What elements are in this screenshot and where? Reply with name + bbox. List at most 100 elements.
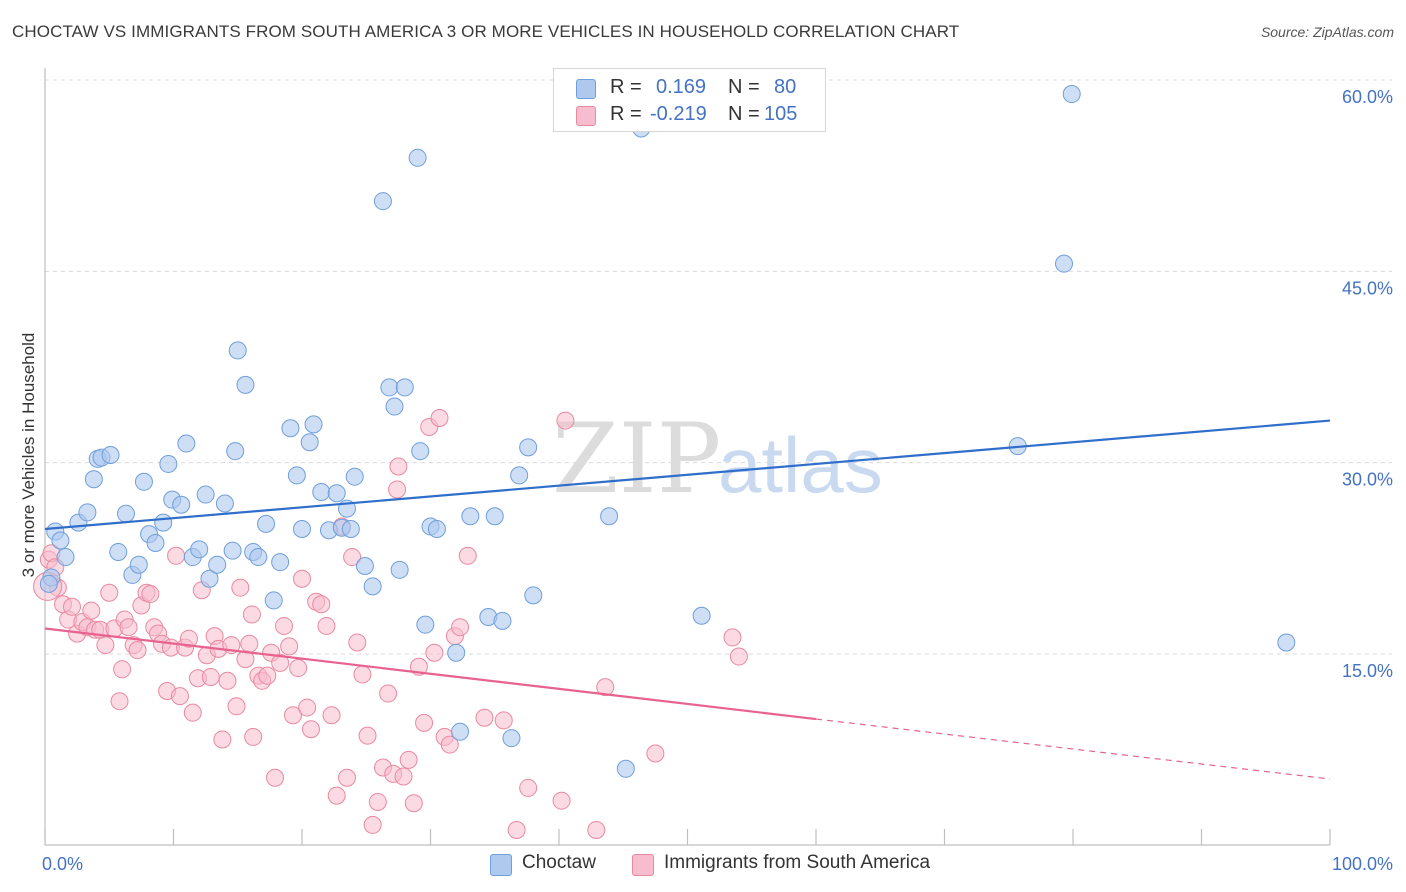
data-point-immigrants xyxy=(119,618,138,637)
data-point-immigrants xyxy=(298,698,317,717)
data-point-immigrants xyxy=(275,616,294,635)
data-point-immigrants xyxy=(141,585,160,604)
watermark: ZIP atlas xyxy=(552,403,883,515)
data-point-choctaw xyxy=(600,507,619,526)
series-choctaw-points xyxy=(39,85,1296,778)
chart-source: Source: ZipAtlas.com xyxy=(1260,24,1394,40)
data-point-immigrants xyxy=(596,678,615,697)
chart-title: CHOCTAW VS IMMIGRANTS FROM SOUTH AMERICA… xyxy=(12,22,960,41)
data-point-immigrants xyxy=(343,548,362,567)
legend-n-label: N = xyxy=(728,76,760,98)
tick-labels: 15.0% 30.0% 45.0% 60.0% 0.0% 100.0% xyxy=(42,87,1393,874)
legend-label-immigrants: Immigrants from South America xyxy=(664,852,931,873)
data-point-choctaw xyxy=(373,192,392,211)
data-point-choctaw xyxy=(312,483,331,502)
data-point-choctaw xyxy=(692,606,711,625)
data-point-choctaw xyxy=(461,507,480,526)
data-point-immigrants xyxy=(244,727,263,746)
data-point-choctaw xyxy=(355,556,374,575)
data-point-immigrants xyxy=(389,457,408,476)
legend-r-value: -0.219 xyxy=(650,103,707,125)
data-point-choctaw xyxy=(395,378,414,397)
data-point-immigrants xyxy=(425,643,444,662)
data-point-choctaw xyxy=(172,495,191,514)
data-point-choctaw xyxy=(78,503,97,522)
y-tick-label: 15.0% xyxy=(1342,661,1393,681)
data-point-choctaw xyxy=(502,729,521,748)
x-tick-label: 0.0% xyxy=(42,854,83,874)
data-point-immigrants xyxy=(271,653,290,672)
legend-swatch-immigrants xyxy=(576,106,596,126)
y-tick-label: 45.0% xyxy=(1342,278,1393,298)
y-axis-label: 3 or more Vehicles in Household xyxy=(19,333,38,578)
data-point-immigrants xyxy=(301,720,320,739)
data-point-immigrants xyxy=(353,665,372,684)
data-point-choctaw xyxy=(524,586,543,605)
data-point-immigrants xyxy=(284,706,303,725)
legend-label-choctaw: Choctaw xyxy=(522,852,596,873)
data-point-immigrants xyxy=(368,792,387,811)
data-point-choctaw xyxy=(380,378,399,397)
data-point-immigrants xyxy=(363,815,382,834)
data-point-choctaw xyxy=(451,722,470,741)
axes xyxy=(44,68,1331,846)
data-point-choctaw xyxy=(84,470,103,489)
data-point-immigrants xyxy=(231,578,250,597)
data-point-immigrants xyxy=(293,569,311,588)
data-point-immigrants xyxy=(183,703,202,722)
trend-line-immigrants-extrapolated xyxy=(815,718,1331,780)
series-immigrants-points xyxy=(33,409,748,840)
data-point-choctaw xyxy=(51,531,70,550)
data-point-immigrants xyxy=(258,666,277,685)
legend-n-value: 80 xyxy=(774,76,797,98)
data-point-choctaw xyxy=(447,643,466,662)
data-point-immigrants xyxy=(266,768,285,787)
data-point-choctaw xyxy=(281,419,300,438)
data-point-choctaw xyxy=(519,438,538,457)
data-point-choctaw xyxy=(264,591,283,610)
legend-swatch-immigrants xyxy=(632,854,654,876)
data-point-immigrants xyxy=(552,791,571,810)
data-point-immigrants xyxy=(399,750,418,769)
data-point-immigrants xyxy=(312,595,331,614)
data-point-immigrants xyxy=(62,597,81,616)
data-point-immigrants xyxy=(110,692,129,711)
data-point-choctaw xyxy=(146,534,165,553)
data-point-immigrants xyxy=(242,605,261,624)
data-point-immigrants xyxy=(394,767,413,786)
data-point-choctaw xyxy=(416,615,435,634)
legend-r-label: R = xyxy=(610,76,642,98)
data-point-immigrants xyxy=(451,618,470,637)
data-point-choctaw xyxy=(271,553,290,572)
data-point-choctaw xyxy=(159,454,178,473)
data-point-choctaw xyxy=(226,442,245,461)
data-point-immigrants xyxy=(358,726,377,745)
data-point-choctaw xyxy=(293,519,311,538)
data-point-immigrants xyxy=(388,480,407,499)
data-point-immigrants xyxy=(167,546,186,565)
data-point-immigrants xyxy=(587,821,606,840)
data-point-choctaw xyxy=(427,519,446,538)
data-point-choctaw xyxy=(134,472,153,491)
data-point-immigrants xyxy=(113,660,132,679)
legend-r-value: 0.169 xyxy=(656,76,707,98)
data-point-immigrants xyxy=(415,713,434,732)
data-point-choctaw xyxy=(101,446,120,465)
data-point-choctaw xyxy=(390,560,409,579)
data-point-immigrants xyxy=(507,821,526,840)
grid-lines xyxy=(45,79,1392,655)
y-tick-label: 30.0% xyxy=(1342,470,1393,490)
data-point-choctaw xyxy=(1277,633,1296,652)
data-point-choctaw xyxy=(39,574,58,593)
data-point-immigrants xyxy=(96,636,115,655)
legend-n-label: N = xyxy=(728,103,760,125)
legend-swatch-choctaw xyxy=(576,79,596,99)
data-point-immigrants xyxy=(280,637,299,656)
data-point-immigrants xyxy=(519,778,538,797)
data-point-choctaw xyxy=(257,514,276,533)
data-point-immigrants xyxy=(128,641,147,660)
stats-legend: R = 0.169 N = 80 R = -0.219 N = 105 xyxy=(553,68,826,132)
x-tick-label: 100.0% xyxy=(1332,854,1393,874)
data-point-immigrants xyxy=(379,684,398,703)
